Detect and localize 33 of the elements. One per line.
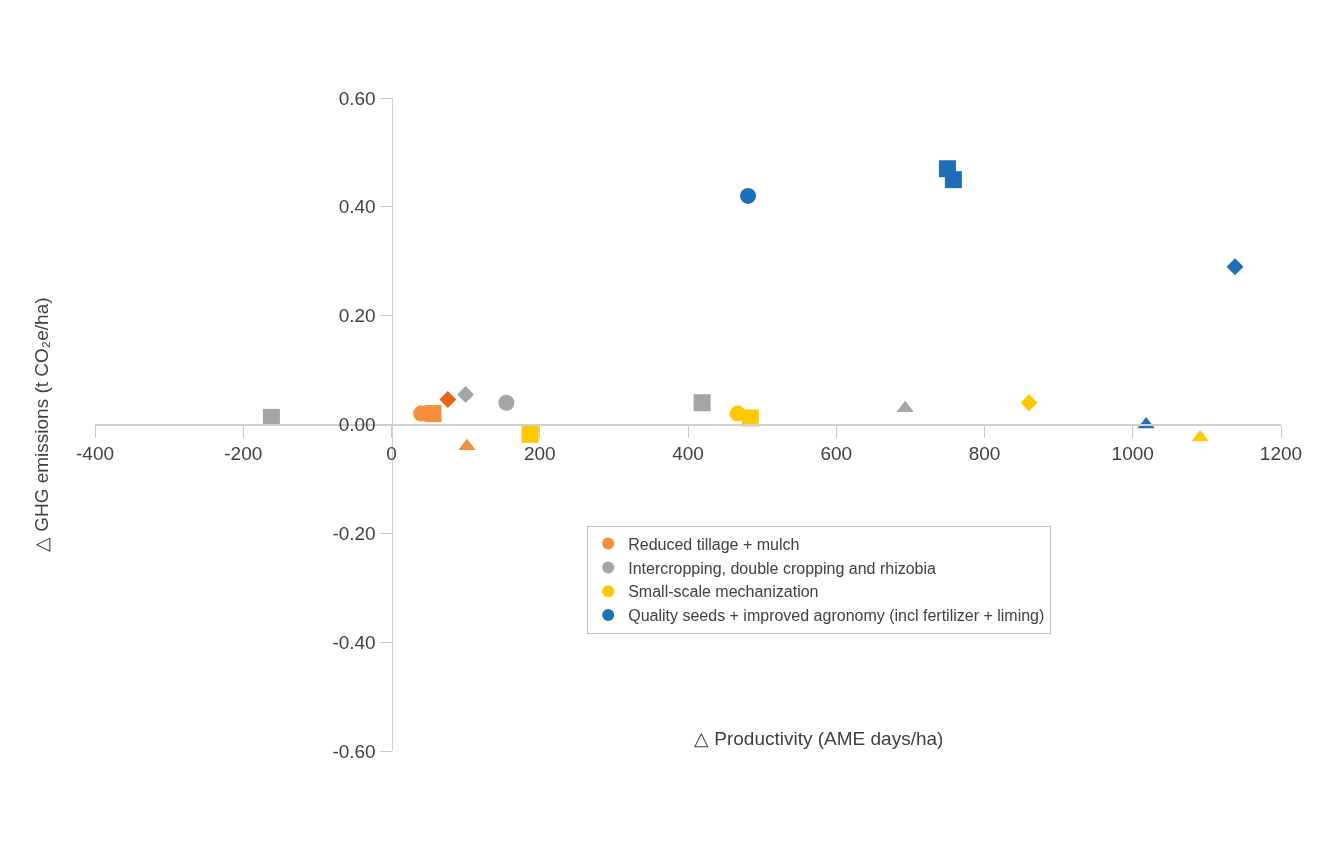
point	[521, 425, 539, 443]
x-axis-title: △ Productivity (AME days/ha)	[694, 728, 944, 749]
point	[457, 386, 475, 404]
x-tick-label: 0	[386, 443, 397, 465]
y-tick-label: 0.40	[338, 196, 376, 218]
point	[498, 394, 515, 411]
y-tick-label: -0.60	[332, 740, 376, 762]
point	[1226, 258, 1244, 276]
x-tick-label: 600	[820, 443, 853, 465]
point	[1020, 394, 1038, 412]
point	[424, 405, 442, 423]
x-tick-label: 1000	[1111, 443, 1154, 465]
legend-label: Intercropping, double cropping and rhizobia	[628, 559, 937, 577]
legend-label: Small-scale mechanization	[628, 583, 819, 601]
point	[458, 438, 476, 451]
x-tick-label: 1200	[1259, 443, 1303, 465]
point	[439, 391, 457, 408]
y-tick-label: -0.40	[332, 631, 376, 653]
y-tick-label: -0.20	[332, 522, 376, 544]
legend-label: Reduced tillage + mulch	[628, 535, 800, 553]
x-tick-label: -400	[75, 443, 115, 465]
point	[740, 187, 757, 204]
y-tick-label: 0.20	[338, 305, 376, 327]
legend-label: Quality seeds + improved agronomy (incl fertilizer + liming)	[628, 607, 1045, 625]
y-tick-label: 0.00	[338, 414, 376, 436]
x-tick-label: -200	[224, 443, 263, 465]
x-tick-label: 400	[672, 443, 704, 465]
x-tick-label: 800	[968, 443, 1001, 465]
y-axis-title: △ GHG emissions (t CO₂e/ha)	[31, 297, 53, 553]
x-tick-label: 200	[523, 443, 556, 465]
point	[944, 171, 962, 189]
point	[693, 394, 711, 412]
y-tick-label: 0.60	[338, 87, 376, 109]
